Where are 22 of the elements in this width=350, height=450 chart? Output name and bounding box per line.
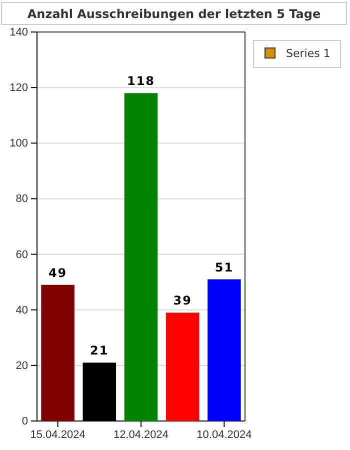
data-label: 21 — [90, 344, 109, 358]
bar — [41, 284, 74, 421]
y-tick-label: 40 — [16, 304, 28, 316]
x-tick-label: 10.04.2024 — [196, 428, 252, 441]
y-tick-label: 140 — [10, 26, 28, 39]
x-tick-label: 15.04.2024 — [30, 428, 86, 441]
y-tick-label: 100 — [10, 138, 28, 150]
y-tick-label: 120 — [10, 82, 28, 94]
y-tick-label: 80 — [16, 193, 28, 206]
y-tick-label: 60 — [16, 248, 28, 261]
data-label: 49 — [48, 266, 68, 280]
chart-title: Anzahl Ausschreibungen der letzten 5 Tage — [27, 7, 321, 21]
bar — [124, 93, 158, 421]
y-tick-label: 0 — [22, 416, 28, 428]
bar — [208, 279, 241, 421]
data-label: 51 — [214, 260, 234, 274]
data-label: 39 — [173, 294, 192, 308]
text: Series 1 — [286, 47, 330, 60]
x-tick-label: 12.04.2024 — [113, 428, 169, 441]
data-label: 118 — [126, 74, 156, 88]
bar — [166, 312, 200, 421]
y-tick-label: 20 — [16, 360, 28, 372]
